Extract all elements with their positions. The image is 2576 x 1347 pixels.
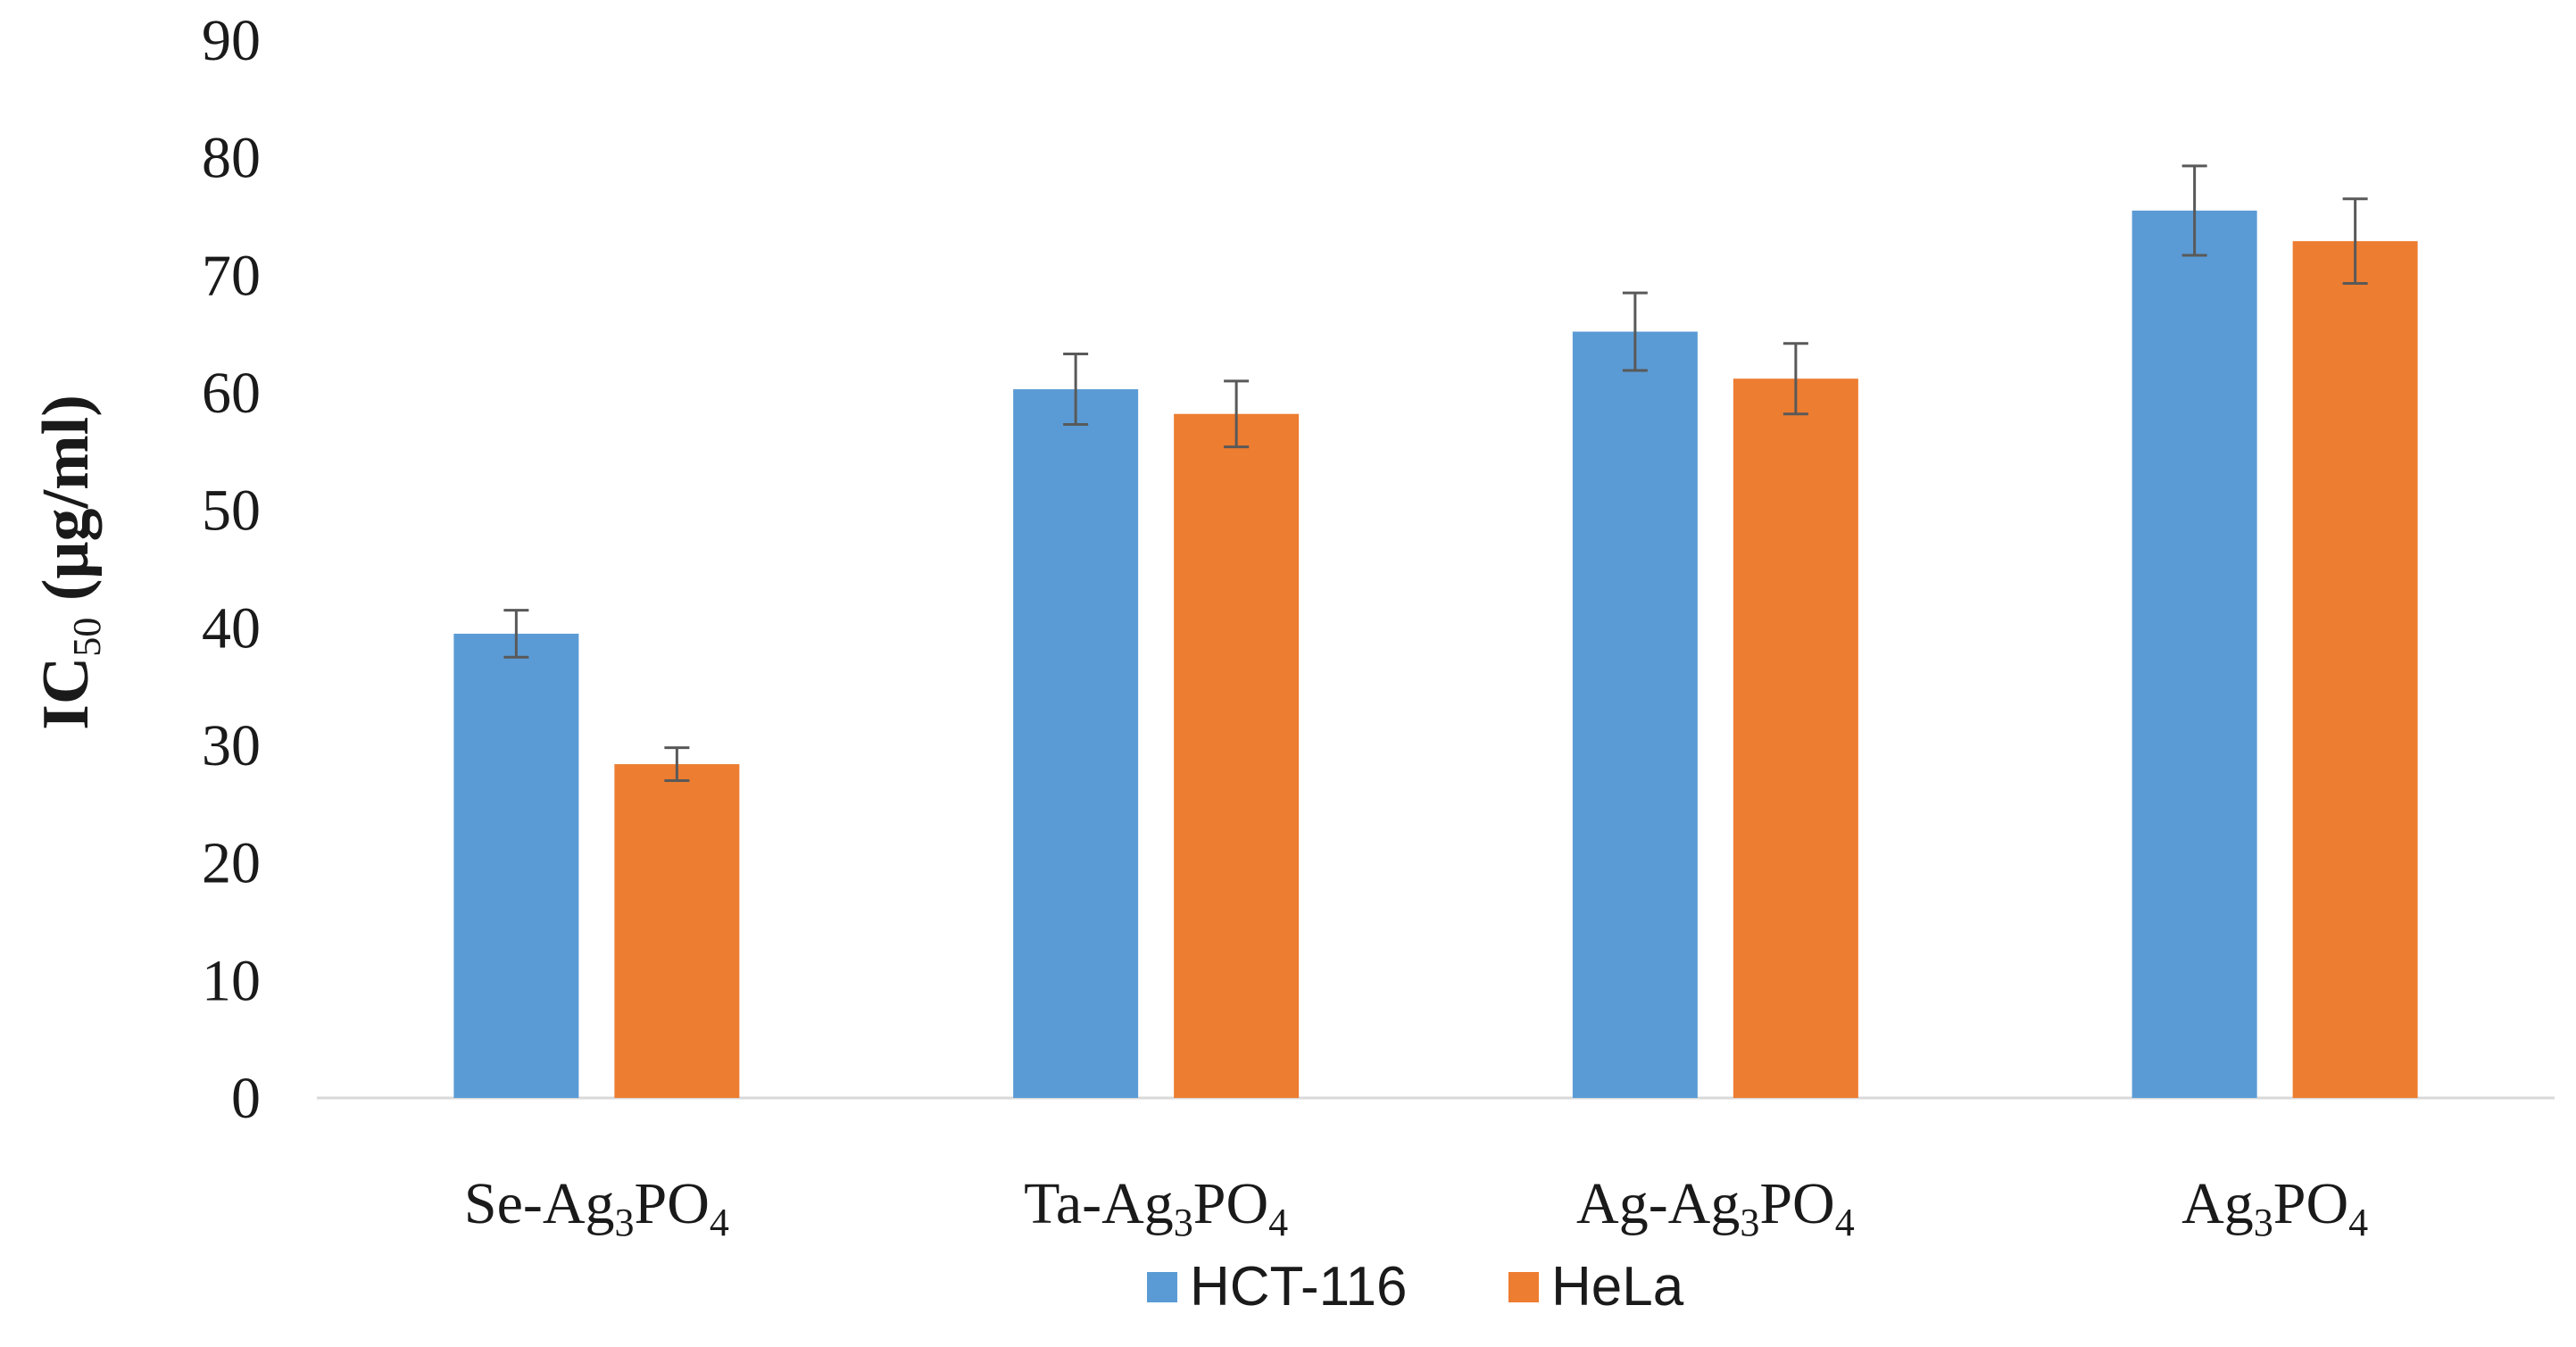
y-tick-label: 20: [202, 831, 261, 896]
bar-hela: [1174, 413, 1300, 1098]
x-tick-label: Ag-Ag3PO4: [1576, 1171, 1855, 1244]
legend-swatch-hct-116: [1147, 1272, 1177, 1302]
bar-hct-116: [2131, 210, 2257, 1098]
y-tick-label: 90: [202, 8, 261, 73]
y-tick-label: 80: [202, 126, 261, 191]
x-tick-label: Ta-Ag3PO4: [1024, 1171, 1288, 1244]
x-tick-label: Se-Ag3PO4: [464, 1171, 729, 1244]
bar-hela: [2292, 241, 2418, 1098]
bar-hct-116: [453, 633, 579, 1098]
legend-label-hela: HeLa: [1551, 1256, 1684, 1318]
bar-hct-116: [1572, 331, 1698, 1098]
y-tick-label: 40: [202, 595, 261, 661]
y-tick-label: 70: [202, 243, 261, 308]
legend-swatch-hela: [1508, 1272, 1539, 1302]
y-tick-label: 10: [202, 948, 261, 1013]
x-tick-label: Ag3PO4: [2181, 1171, 2368, 1244]
y-axis-title: IC50 (μg/ml): [29, 395, 109, 730]
bar-hct-116: [1013, 389, 1139, 1098]
y-tick-label: 50: [202, 478, 261, 544]
legend-label-hct-116: HCT-116: [1190, 1256, 1408, 1318]
y-tick-label: 30: [202, 713, 261, 778]
bar-hela: [614, 764, 740, 1098]
y-tick-label: 0: [231, 1066, 261, 1131]
y-tick-label: 60: [202, 361, 261, 426]
bar-hela: [1733, 378, 1858, 1098]
